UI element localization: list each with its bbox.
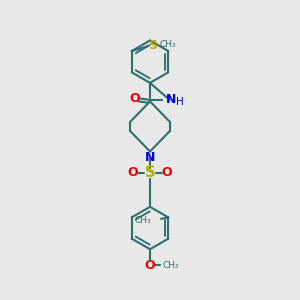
Text: CH₃: CH₃ <box>162 261 179 270</box>
Text: S: S <box>148 39 157 52</box>
Text: S: S <box>145 165 155 180</box>
Text: O: O <box>162 166 172 179</box>
Text: CH₃: CH₃ <box>134 216 151 225</box>
Text: O: O <box>145 259 155 272</box>
Text: N: N <box>145 152 155 164</box>
Text: CH₃: CH₃ <box>159 40 175 49</box>
Text: N: N <box>166 93 177 106</box>
Text: H: H <box>176 97 183 107</box>
Text: O: O <box>128 166 138 179</box>
Text: O: O <box>129 92 140 105</box>
